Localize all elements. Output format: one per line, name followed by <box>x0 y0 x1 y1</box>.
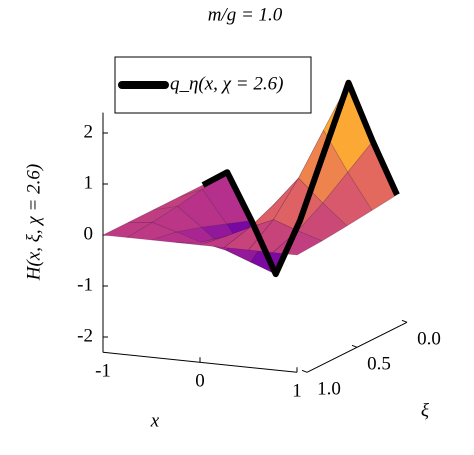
z-tick-label: 2 <box>84 121 94 142</box>
y-tick <box>401 319 408 323</box>
chart-title: m/g = 1.0 <box>208 4 283 25</box>
z-tick-label: -2 <box>77 325 93 346</box>
y-tick-label: 1.0 <box>317 379 341 400</box>
y-tick <box>301 369 308 373</box>
surface <box>101 81 398 275</box>
legend-label: q_η(x, χ = 2.6) <box>170 73 283 94</box>
z-tick-label: 0 <box>84 223 94 244</box>
y-tick-label: 0.5 <box>367 354 391 375</box>
y-tick-label: 0.0 <box>417 329 441 350</box>
x-tick-label: 0 <box>195 371 205 392</box>
x-axis-label: x <box>150 410 160 431</box>
z-axis-label: H(x, ξ, χ = 2.6) <box>23 164 44 281</box>
y-axis-label: ξ <box>421 400 430 421</box>
y-tick <box>351 344 358 348</box>
z-tick-label: -1 <box>77 274 93 295</box>
series-line <box>201 79 400 278</box>
z-tick-label: 1 <box>84 172 94 193</box>
x-tick-label: 1 <box>292 381 302 402</box>
x-tick-label: -1 <box>95 361 111 382</box>
